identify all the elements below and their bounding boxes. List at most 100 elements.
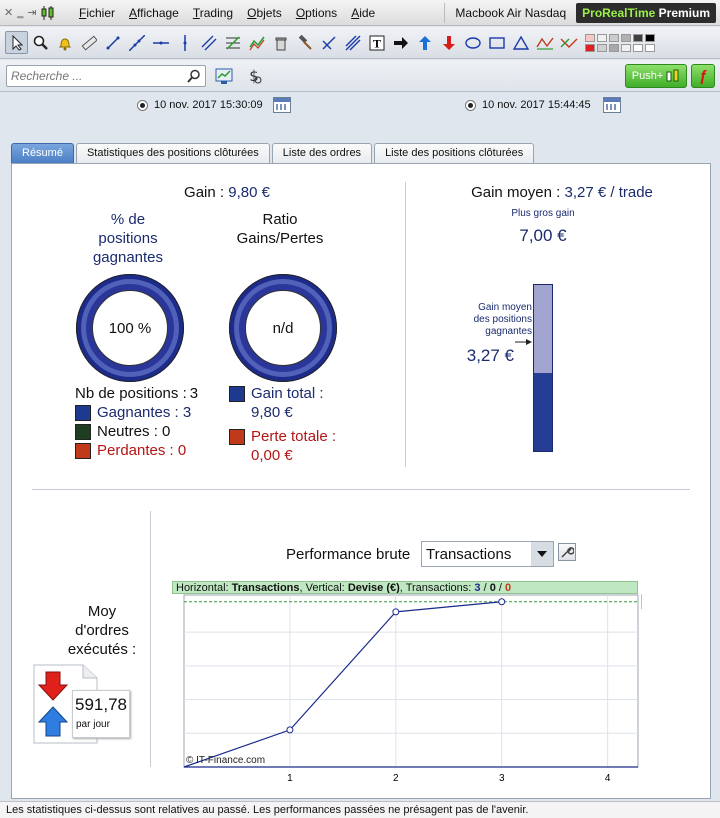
pin-icon[interactable]: ⇥ (27, 7, 37, 19)
ordres-title-line: exécutés : (67, 641, 137, 658)
wrench-icon[interactable] (558, 543, 576, 561)
ratio-title-line: Gains/Pertes (236, 230, 324, 247)
dollar-alert-icon[interactable]: $ (242, 64, 266, 88)
search-row: $ Push+ ƒ (0, 60, 720, 92)
ratio-donut: n/d (229, 274, 337, 382)
tab-resume[interactable]: Résumé (11, 143, 74, 163)
vertical-line-icon[interactable] (173, 31, 196, 54)
trash-icon[interactable] (269, 31, 292, 54)
menu-affichage[interactable]: Affichage (129, 5, 179, 20)
indicator-fx-button[interactable]: ƒ (691, 64, 715, 88)
series-line (183, 601, 502, 768)
ruler-icon[interactable] (77, 31, 100, 54)
color-swatch[interactable] (645, 43, 655, 52)
search-input[interactable] (11, 68, 187, 83)
fibonacci-icon[interactable] (221, 31, 244, 54)
alarm-icon[interactable] (53, 31, 76, 54)
calendar-icon[interactable] (272, 97, 291, 113)
color-swatch[interactable] (609, 33, 619, 42)
ordres-unit: par jour (76, 719, 110, 730)
disclaimer-footer: Les statistiques ci-dessus sont relative… (0, 801, 720, 818)
tab-statistiques[interactable]: Statistiques des positions clôturées (75, 143, 270, 163)
menu-fichier[interactable]: Fichier (79, 5, 116, 20)
winning-swatch (75, 404, 91, 421)
perf-select-value: Transactions (426, 545, 512, 563)
account-name[interactable]: Macbook Air Nasdaq (444, 2, 576, 23)
tab-liste-ordres[interactable]: Liste des ordres (271, 143, 373, 163)
tab-liste-positions[interactable]: Liste des positions clôturées (374, 143, 535, 163)
start-date-value: 10 nov. 2017 15:30:09 (154, 99, 263, 111)
magnifier-icon[interactable] (29, 31, 52, 54)
color-swatch[interactable] (633, 33, 643, 42)
pattern-icon[interactable] (557, 31, 580, 54)
minimize-icon[interactable]: ‗ (17, 6, 24, 19)
menu-options[interactable]: Options (295, 5, 338, 20)
menu-aide[interactable]: Aide (351, 5, 376, 20)
ordres-title-line: Moy (87, 603, 117, 620)
color-palette[interactable] (585, 33, 655, 52)
legend-neutres: Neutres : 0 (75, 423, 170, 440)
color-swatch[interactable] (609, 43, 619, 52)
color-swatch[interactable] (621, 33, 631, 42)
rectangle-icon[interactable] (485, 31, 508, 54)
color-swatch[interactable] (633, 43, 643, 52)
chart-watermark: © IT-Finance.com (186, 755, 265, 766)
calendar-icon[interactable] (602, 97, 621, 113)
vertical-divider (405, 182, 406, 467)
main-area: Résumé Statistiques des positions clôtur… (0, 133, 720, 801)
x-tick-label: 3 (499, 773, 505, 784)
push-button[interactable]: Push+ (625, 64, 687, 88)
zigzag-icon[interactable] (533, 31, 556, 54)
cursor-icon[interactable] (5, 31, 28, 54)
parallel-lines-icon[interactable] (197, 31, 220, 54)
segment-icon[interactable] (101, 31, 124, 54)
color-swatch[interactable] (597, 43, 607, 52)
close-icon[interactable]: ✕ (4, 7, 14, 19)
chart-h-value: Transactions (231, 582, 300, 594)
color-swatch[interactable] (585, 33, 595, 42)
chart-t-label: , Transactions: (399, 582, 472, 594)
color-swatch[interactable] (621, 43, 631, 52)
crosshair-icon[interactable] (317, 31, 340, 54)
pitchfork-icon[interactable] (341, 31, 364, 54)
pct-title: % de positions gagnantes (78, 210, 178, 267)
date-range-row: 10 nov. 2017 15:30:09 10 nov. 2017 15:44… (0, 93, 720, 133)
arrow-right-icon[interactable] (389, 31, 412, 54)
ellipse-icon[interactable] (461, 31, 484, 54)
color-swatch[interactable] (645, 33, 655, 42)
max-gain-label: Plus gros gain (511, 208, 575, 219)
triangle-icon[interactable] (509, 31, 532, 54)
hammer-icon[interactable] (293, 31, 316, 54)
gain-line: Gain : 9,80 € (92, 184, 362, 201)
color-swatch[interactable] (585, 43, 595, 52)
horizontal-line-icon[interactable] (149, 31, 172, 54)
ordres-title: Moy d'ordres exécutés : (52, 602, 152, 659)
gain-label: Gain : (184, 184, 225, 201)
screener-icon[interactable] (212, 64, 236, 88)
menu-trading[interactable]: Trading (192, 5, 234, 20)
gain-moyen-label: Gain moyen : (471, 184, 561, 201)
x-tick-label: 1 (287, 773, 293, 784)
ratio-title-line: Ratio (262, 211, 298, 228)
end-date-radio[interactable] (465, 99, 476, 111)
arrow-up-icon[interactable] (413, 31, 436, 54)
start-date-radio[interactable] (137, 99, 148, 111)
perf-select[interactable]: Transactions (421, 541, 554, 567)
line-icon[interactable] (125, 31, 148, 54)
chart-v-value: Devise (€) (347, 582, 400, 594)
text-icon[interactable]: T (365, 31, 388, 54)
arrow-down-icon[interactable] (437, 31, 460, 54)
ordres-value: 591,78 (75, 695, 127, 714)
window-controls: ✕ ‗ ⇥ (0, 5, 72, 21)
menu-objets[interactable]: Objets (247, 5, 282, 20)
color-swatch[interactable] (597, 33, 607, 42)
start-date: 10 nov. 2017 15:30:09 (137, 97, 291, 113)
nb-positions: Nb de positions : 3 (75, 385, 198, 402)
channel-icon[interactable] (245, 31, 268, 54)
pointer-arrow-icon (515, 339, 532, 345)
search-icon[interactable] (187, 69, 201, 83)
chevron-down-icon[interactable] (531, 542, 553, 566)
data-point (286, 726, 294, 734)
perte-totale-label: Perte totale : (251, 428, 337, 445)
gain-value: 9,80 € (228, 184, 270, 201)
